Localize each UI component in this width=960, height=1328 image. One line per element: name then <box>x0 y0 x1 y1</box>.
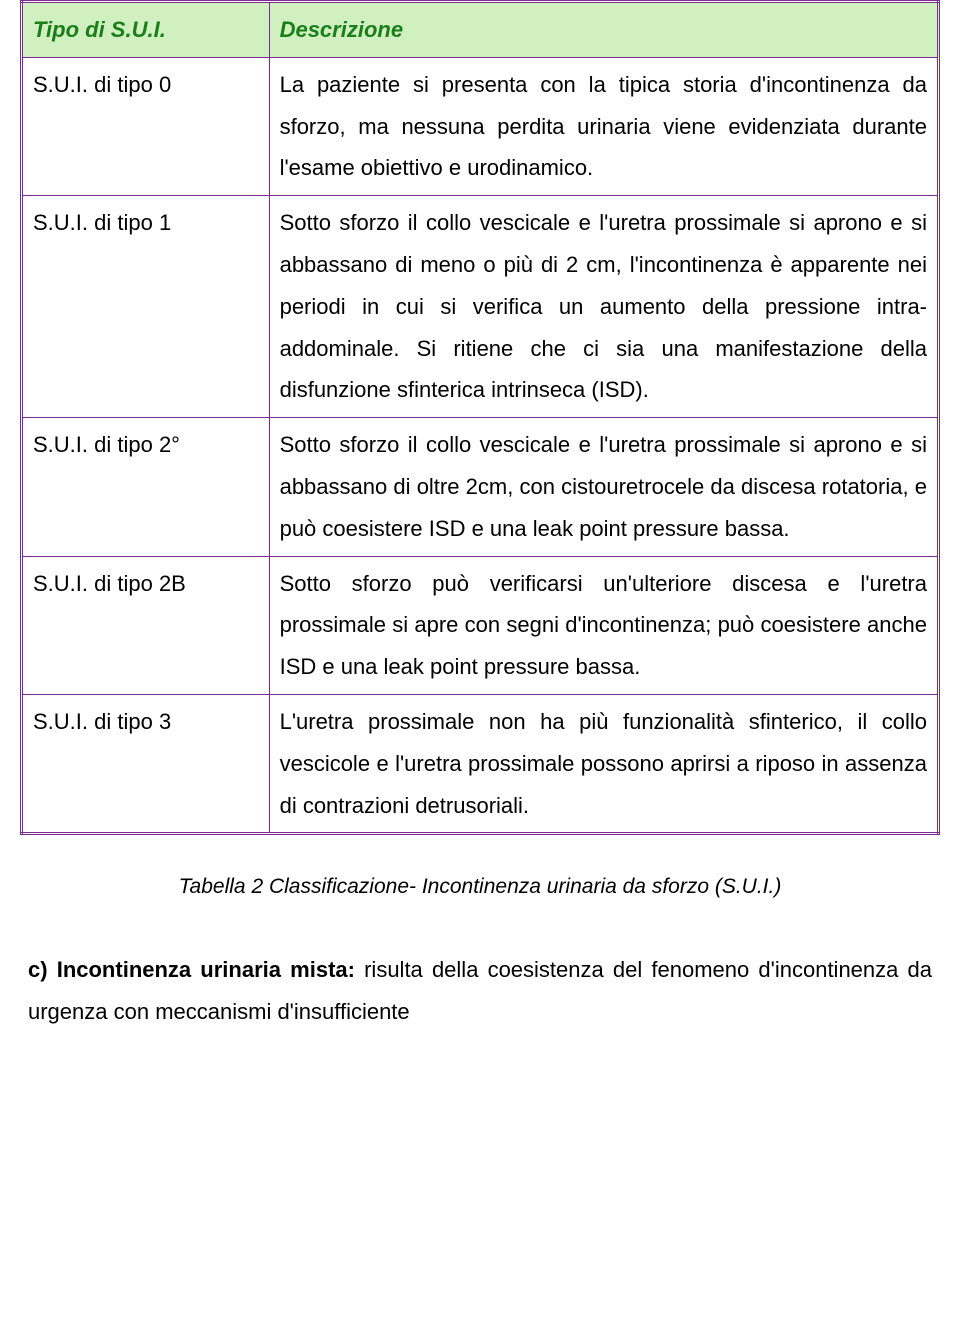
table-row: S.U.I. di tipo 2° Sotto sforzo il collo … <box>22 418 939 556</box>
row-desc: L'uretra prossimale non ha più funzional… <box>269 694 938 833</box>
header-type: Tipo di S.U.I. <box>22 2 270 58</box>
page: Tipo di S.U.I. Descrizione S.U.I. di tip… <box>0 0 960 1073</box>
row-label: S.U.I. di tipo 3 <box>22 694 270 833</box>
row-label: S.U.I. di tipo 0 <box>22 57 270 195</box>
row-desc: La paziente si presenta con la tipica st… <box>269 57 938 195</box>
row-desc: Sotto sforzo il collo vescicale e l'uret… <box>269 418 938 556</box>
table-row: S.U.I. di tipo 0 La paziente si presenta… <box>22 57 939 195</box>
row-label: S.U.I. di tipo 1 <box>22 196 270 418</box>
table-header-row: Tipo di S.U.I. Descrizione <box>22 2 939 58</box>
body-paragraph: c) Incontinenza urinaria mista: risulta … <box>20 949 940 1033</box>
row-desc: Sotto sforzo può verificarsi un'ulterior… <box>269 556 938 694</box>
header-desc: Descrizione <box>269 2 938 58</box>
row-label: S.U.I. di tipo 2° <box>22 418 270 556</box>
table-row: S.U.I. di tipo 3 L'uretra prossimale non… <box>22 694 939 833</box>
paragraph-lead: c) Incontinenza urinaria mista: <box>28 957 364 982</box>
row-label: S.U.I. di tipo 2B <box>22 556 270 694</box>
table-caption: Tabella 2 Classificazione- Incontinenza … <box>20 875 940 899</box>
table-row: S.U.I. di tipo 2B Sotto sforzo può verif… <box>22 556 939 694</box>
classification-table: Tipo di S.U.I. Descrizione S.U.I. di tip… <box>20 0 940 835</box>
table-row: S.U.I. di tipo 1 Sotto sforzo il collo v… <box>22 196 939 418</box>
row-desc: Sotto sforzo il collo vescicale e l'uret… <box>269 196 938 418</box>
